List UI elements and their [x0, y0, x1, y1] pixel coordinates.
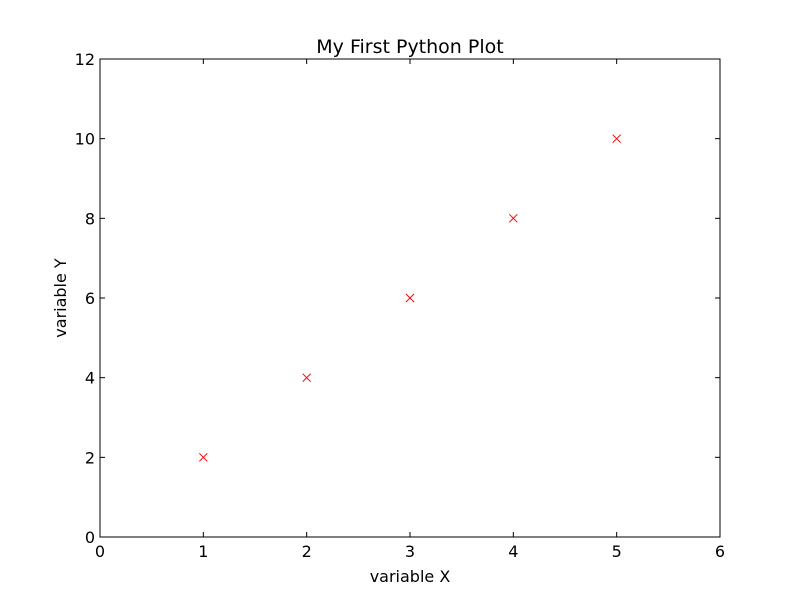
x-tick-label: 5	[612, 542, 622, 561]
point-marker-stroke	[612, 134, 622, 144]
y-axis-ticks: 0 2 4 6 8 10 12	[75, 50, 720, 547]
point-marker-stroke	[302, 373, 312, 383]
y-tick-label: 4	[85, 369, 95, 388]
point-marker-stroke	[508, 213, 518, 223]
chart-title: My First Python Plot	[316, 36, 503, 58]
scatter-point	[405, 293, 415, 303]
y-axis-label: variable Y	[51, 258, 70, 338]
scatter-points	[198, 134, 622, 462]
scatter-point	[612, 134, 622, 144]
y-tick-label: 12	[75, 50, 95, 69]
x-tick-label: 4	[508, 542, 518, 561]
scatter-point	[302, 373, 312, 383]
scatter-point	[198, 452, 208, 462]
y-tick-label: 10	[75, 130, 95, 149]
scatter-point	[508, 213, 518, 223]
x-tick-label: 6	[715, 542, 725, 561]
y-tick-label: 8	[85, 209, 95, 228]
x-tick-label: 0	[95, 542, 105, 561]
point-marker-stroke	[198, 452, 208, 462]
x-axis-label: variable X	[370, 567, 451, 586]
point-marker-stroke	[405, 293, 415, 303]
y-tick-label: 2	[85, 448, 95, 467]
x-tick-label: 3	[405, 542, 415, 561]
y-tick-label: 0	[85, 528, 95, 547]
x-axis-ticks: 0 1 2 3 4 5 6	[95, 59, 725, 561]
y-tick-label: 6	[85, 289, 95, 308]
x-tick-label: 1	[198, 542, 208, 561]
x-tick-label: 2	[302, 542, 312, 561]
